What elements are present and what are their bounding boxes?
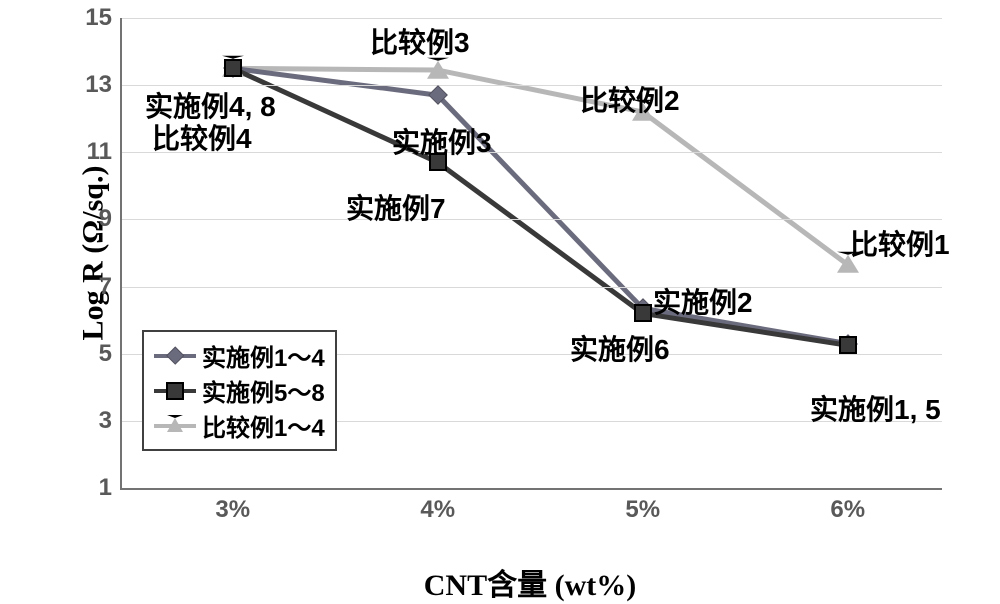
y-tick-label: 11 <box>87 138 122 166</box>
y-tick-label: 3 <box>99 407 122 435</box>
x-tick-label: 6% <box>830 488 865 524</box>
square-marker <box>634 304 652 322</box>
point-label: 实施例7 <box>346 194 446 223</box>
x-tick-label: 3% <box>215 488 250 524</box>
triangle-marker <box>167 419 183 433</box>
point-label: 比较例3 <box>370 28 470 57</box>
y-axis-title: Log R (Ω/sq.) <box>76 166 110 341</box>
legend-label: 实施例1～4 <box>202 338 325 373</box>
triangle-marker <box>427 62 449 79</box>
x-axis-title: CNT含量 (wt%) <box>424 560 636 604</box>
gridline-h <box>122 287 942 288</box>
y-tick-label: 15 <box>85 4 122 32</box>
x-tick-label: 4% <box>420 488 455 524</box>
y-tick-label: 1 <box>99 474 122 502</box>
point-label: 比较例1 <box>850 230 950 259</box>
legend-label: 实施例5～8 <box>202 373 325 408</box>
point-label: 实施例3 <box>392 128 492 157</box>
legend-item: 比较例1～4 <box>154 408 325 443</box>
y-tick-label: 5 <box>99 340 122 368</box>
square-marker <box>224 59 242 77</box>
y-tick-label: 9 <box>99 205 122 233</box>
y-tick-label: 7 <box>99 273 122 301</box>
point-label: 比较例2 <box>580 86 680 115</box>
diamond-marker <box>431 88 445 102</box>
legend-label: 比较例1～4 <box>202 408 325 443</box>
gridline-h <box>122 219 942 220</box>
legend-item: 实施例1～4 <box>154 338 325 373</box>
x-tick-label: 5% <box>625 488 660 524</box>
square-marker <box>839 336 857 354</box>
point-label: 实施例6 <box>570 335 670 364</box>
diamond-marker <box>169 349 182 362</box>
point-label: 比较例4 <box>152 124 252 153</box>
chart-container: Log R (Ω/sq.) CNT含量 (wt%) 135791113153%4… <box>0 0 1000 602</box>
series-line <box>233 68 848 345</box>
legend-swatch <box>154 382 196 400</box>
legend-swatch <box>154 417 196 435</box>
point-label: 实施例4, 8 <box>145 92 276 121</box>
legend-swatch <box>154 347 196 365</box>
legend: 实施例1～4实施例5～8比较例1～4 <box>142 330 337 451</box>
gridline-h <box>122 18 942 19</box>
y-tick-label: 13 <box>85 71 122 99</box>
legend-item: 实施例5～8 <box>154 373 325 408</box>
point-label: 实施例1, 5 <box>810 395 941 424</box>
gridline-h <box>122 85 942 86</box>
point-label: 实施例2 <box>653 288 753 317</box>
square-marker <box>166 382 184 400</box>
